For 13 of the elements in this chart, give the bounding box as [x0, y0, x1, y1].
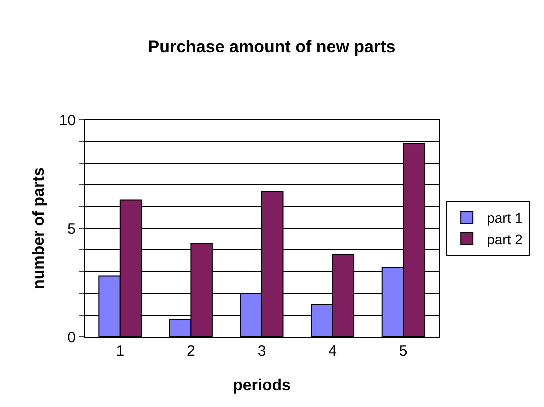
legend-label: part 2	[487, 231, 524, 248]
chart-title: Purchase amount of new parts	[148, 38, 396, 57]
y-tick-label: 0	[68, 329, 76, 346]
legend-label: part 1	[487, 210, 524, 226]
x-tick-label: 5	[399, 343, 408, 360]
x-axis-title: periods	[233, 378, 291, 395]
x-tick-label: 1	[116, 343, 125, 360]
x-tick-label: 4	[328, 343, 337, 360]
y-axis-title: number of parts	[31, 168, 48, 290]
x-tick-label: 2	[187, 343, 196, 360]
y-tick-label: 10	[59, 112, 76, 130]
y-tick-label: 5	[68, 220, 76, 238]
x-tick-label: 3	[258, 343, 266, 360]
